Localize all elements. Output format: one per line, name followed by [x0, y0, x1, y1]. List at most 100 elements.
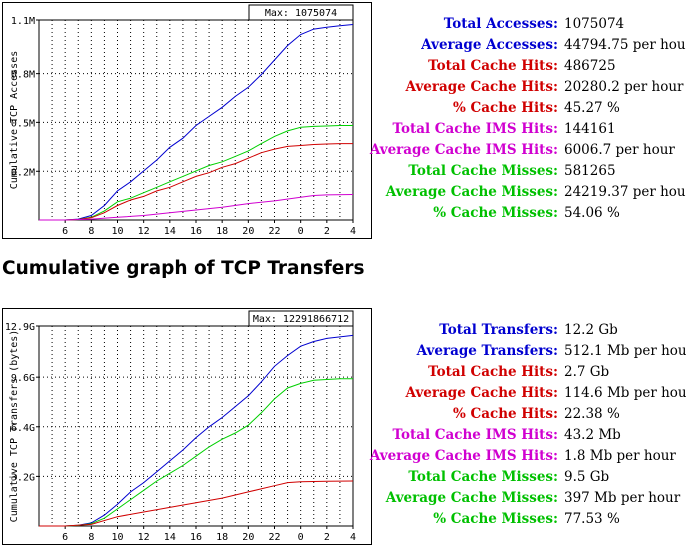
y-tick-label: 0.8M [11, 70, 35, 81]
stat-value: 397 Mb per hour [564, 490, 681, 506]
series-line-4 [39, 194, 354, 221]
y-tick-label: 0.2M [11, 167, 35, 178]
x-tick-label: 8 [88, 532, 94, 543]
stat-value: 144161 [564, 121, 616, 137]
stat-row: Average Accesses: 44794.75 per hour [380, 35, 686, 56]
stat-label: Total Cache IMS Hits: [392, 427, 558, 443]
x-tick-label: 6 [62, 226, 68, 237]
x-tick-label: 14 [164, 226, 176, 237]
accesses-chart-svg: Max: 1075074 1.1M 0.8M 0.5M 0.2M 6 8 10 12 14 16 18… [9, 4, 356, 237]
stat-value: 114.6 Mb per hour [564, 385, 686, 401]
x-tick-label: 2 [324, 226, 330, 237]
x-tick-label: 18 [216, 532, 228, 543]
x-tick-label: 12 [138, 226, 150, 237]
section-heading-transfers: Cumulative graph of TCP Transfers [2, 258, 365, 279]
series-line-2 [39, 125, 353, 221]
series-line-3 [39, 143, 353, 221]
stat-row: Average Cache IMS Hits: 1.8 Mb per hour [370, 446, 686, 467]
stat-value: 486725 [564, 58, 616, 74]
series-line-1 [39, 334, 354, 527]
stat-value: 22.38 % [564, 406, 620, 422]
y-tick-label: 6.4G [11, 423, 35, 434]
x-tick-label: 16 [190, 532, 202, 543]
stat-value: 12.2 Gb [564, 322, 618, 338]
stat-label: Average Cache IMS Hits: [369, 448, 558, 464]
stat-row: % Cache Hits: 22.38 % [380, 404, 686, 425]
stat-row: Total Cache IMS Hits: 43.2 Mb [380, 425, 686, 446]
stat-value: 1.8 Mb per hour [564, 448, 676, 464]
x-tick-label: 14 [164, 532, 176, 543]
stat-label: Average Cache Misses: [385, 490, 558, 506]
stat-value: 512.1 Mb per hour [564, 343, 686, 359]
series-line-2 [39, 378, 353, 527]
stat-row: Average Transfers: 512.1 Mb per hour [380, 341, 686, 362]
stat-label: Average Cache IMS Hits: [369, 142, 558, 158]
y-axis-title: Cumulative TCP Transfers (bytes) [9, 330, 20, 523]
stat-row: Total Cache Hits: 2.7 Gb [380, 362, 686, 383]
x-tick-label: 16 [190, 226, 202, 237]
stat-row: Total Transfers: 12.2 Gb [380, 320, 686, 341]
stat-row: Average Cache IMS Hits: 6006.7 per hour [370, 140, 686, 161]
stat-row: Total Cache Hits: 486725 [380, 56, 686, 77]
x-tick-label: 4 [350, 532, 356, 543]
stat-value: 43.2 Mb [564, 427, 621, 443]
stat-row: Total Cache Misses: 9.5 Gb [380, 467, 686, 488]
stat-value: 54.06 % [564, 205, 620, 221]
stat-value: 2.7 Gb [564, 364, 610, 380]
stat-row: Total Cache IMS Hits: 144161 [380, 119, 686, 140]
stat-label: % Cache Hits: [452, 100, 558, 116]
series-line-1 [39, 24, 354, 221]
stat-label: Total Cache Hits: [428, 364, 558, 380]
stat-row: Average Cache Hits: 114.6 Mb per hour [380, 383, 686, 404]
stat-value: 44794.75 per hour [564, 37, 686, 53]
stat-label: Average Cache Misses: [385, 184, 558, 200]
y-tick-label: 9.6G [11, 373, 35, 384]
stat-row: Total Accesses: 1075074 [380, 14, 686, 35]
stat-label: Total Cache Misses: [408, 469, 558, 485]
stat-value: 581265 [564, 163, 616, 179]
stat-row: % Cache Misses: 77.53 % [380, 509, 686, 530]
x-tick-label: 18 [216, 226, 228, 237]
max-label-box [248, 310, 354, 327]
stat-value: 77.53 % [564, 511, 620, 527]
x-tick-label: 22 [268, 226, 280, 237]
stat-row: Average Cache Hits: 20280.2 per hour [380, 77, 686, 98]
stat-label: Total Accesses: [443, 16, 558, 32]
stat-label: % Cache Hits: [452, 406, 558, 422]
x-tick-label: 8 [88, 226, 94, 237]
x-tick-label: 20 [242, 532, 254, 543]
max-label: Max: 1075074 [265, 8, 337, 19]
stat-row: % Cache Misses: 54.06 % [380, 203, 686, 224]
stat-value: 45.27 % [564, 100, 620, 116]
stat-value: 20280.2 per hour [564, 79, 684, 95]
series-line-3 [39, 480, 354, 527]
y-tick-label: 1.1M [11, 16, 35, 27]
x-tick-label: 0 [298, 226, 304, 237]
stat-label: Average Cache Hits: [405, 79, 558, 95]
x-tick-label: 6 [62, 532, 68, 543]
stat-label: Average Transfers: [416, 343, 558, 359]
x-tick-label: 10 [111, 226, 123, 237]
stat-label: Total Cache IMS Hits: [392, 121, 558, 137]
stat-label: % Cache Misses: [433, 205, 558, 221]
x-tick-label: 20 [242, 226, 254, 237]
stat-value: 24219.37 per hour [564, 184, 686, 200]
stat-value: 9.5 Gb [564, 469, 610, 485]
x-tick-label: 10 [111, 532, 123, 543]
y-tick-label: 3.2G [11, 472, 35, 483]
accesses-stats: Total Accesses: 1075074 Average Accesses: 4… [370, 14, 686, 224]
stat-label: % Cache Misses: [433, 511, 558, 527]
transfers-chart: Max: 12291866712 12.9G 9.6G 6.4G 3.2G 6 8 10 12 1… [2, 308, 372, 545]
x-tick-label: 0 [298, 532, 304, 543]
stat-label: Total Cache Misses: [408, 163, 558, 179]
y-tick-label: 0.5M [11, 118, 35, 129]
max-label: Max: 12291866712 [253, 314, 349, 325]
stat-value: 6006.7 per hour [564, 142, 675, 158]
x-tick-label: 22 [268, 532, 280, 543]
accesses-chart: Max: 1075074 1.1M 0.8M 0.5M 0.2M 6 8 10 12 14 16 18… [2, 2, 372, 239]
transfers-chart-svg: Max: 12291866712 12.9G 9.6G 6.4G 3.2G 6 8 10 12 1… [5, 310, 356, 543]
y-axis-title: Cumulative TCP Accesses [9, 51, 20, 189]
transfers-stats: Total Transfers: 12.2 Gb Average Transfers… [370, 320, 686, 530]
stat-row: Average Cache Misses: 397 Mb per hour [380, 488, 686, 509]
y-tick-label: 12.9G [5, 322, 35, 333]
